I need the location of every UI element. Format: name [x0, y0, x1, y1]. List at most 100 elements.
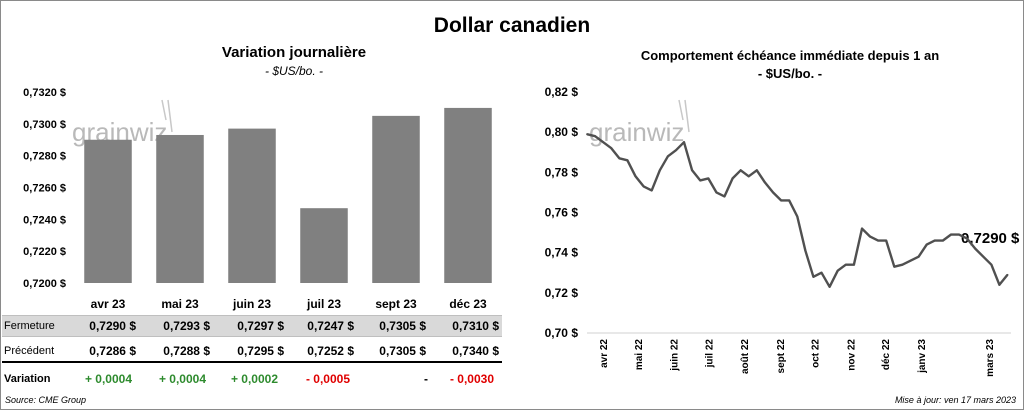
data-point	[950, 233, 952, 236]
bar	[84, 139, 132, 283]
data-point	[828, 285, 831, 288]
table-cell: 0,7310 $	[452, 319, 499, 333]
data-point	[804, 249, 807, 252]
y-tick-label: 0,7260 $	[23, 183, 66, 195]
x-tick-label: mars 23	[985, 339, 996, 377]
data-point	[869, 235, 871, 238]
line-chart-title: Comportement échéance immédiate depuis 1…	[640, 48, 940, 63]
x-tick-label: avr 23	[91, 297, 126, 311]
data-point	[836, 269, 839, 272]
table-cell: 0,7297 $	[237, 319, 284, 333]
data-point	[820, 271, 823, 274]
y-tick-label: 0,7280 $	[23, 151, 66, 163]
data-point	[731, 177, 734, 180]
data-point	[618, 157, 621, 160]
y-tick-label: 0,74 $	[545, 246, 579, 260]
x-tick-label: déc 22	[881, 339, 892, 371]
table-cell: + 0,0004	[158, 372, 206, 386]
table-cell: 0,7293 $	[163, 319, 210, 333]
row-label-variation: Variation	[4, 373, 51, 385]
data-point	[877, 239, 880, 242]
data-point	[852, 263, 855, 266]
line-chart-last-value: 0,7290 $	[961, 230, 1020, 247]
bar	[444, 107, 492, 284]
y-tick-label: 0,7240 $	[23, 214, 66, 226]
data-point	[666, 155, 669, 158]
x-tick-label: déc 23	[449, 297, 487, 311]
bar-chart-title: Variation journalière	[221, 44, 367, 61]
data-point	[634, 175, 637, 178]
data-point	[642, 185, 645, 188]
data-point	[723, 195, 726, 198]
y-tick-label: 0,78 $	[545, 165, 579, 179]
data-point	[941, 239, 944, 242]
line-chart-subtitle: - $US/bo. -	[757, 66, 823, 81]
data-point	[699, 179, 702, 182]
x-tick-label: sept 22	[776, 339, 787, 374]
table-cell: -	[424, 372, 428, 386]
table-cell: 0,7290 $	[89, 319, 136, 333]
bar-chart-watermark-mark	[161, 99, 173, 133]
table-row-fermeture: Fermeture 0,7290 $ 0,7293 $ 0,7297 $ 0,7…	[2, 315, 502, 337]
data-point	[990, 263, 993, 266]
line-chart: grainwiz 0,7290 $ 0,70 $0,72 $0,74 $0,76…	[545, 85, 1020, 377]
data-point	[893, 265, 896, 268]
data-point	[796, 215, 799, 218]
table-cell: 0,7247 $	[307, 319, 354, 333]
table-cell: 0,7340 $	[452, 344, 499, 358]
x-tick-label: mai 22	[634, 339, 645, 371]
data-point	[755, 169, 758, 172]
data-point	[925, 243, 928, 246]
source-note: Source: CME Group	[5, 395, 87, 405]
bar-chart: grainwiz 0,7200 $0,7220 $0,7240 $0,7260 …	[23, 87, 492, 311]
data-point	[610, 147, 613, 150]
data-point	[788, 199, 791, 202]
data-point	[901, 263, 904, 266]
x-tick-label: janv 23	[917, 339, 928, 374]
bar	[300, 208, 348, 283]
data-point	[998, 283, 1001, 286]
data-point	[691, 169, 694, 172]
data-point	[586, 133, 588, 136]
row-label-precedent: Précédent	[4, 345, 55, 357]
y-tick-label: 0,7300 $	[23, 119, 66, 131]
price-series-line	[586, 133, 1009, 288]
y-tick-label: 0,72 $	[545, 286, 579, 300]
data-point	[909, 259, 912, 262]
line-chart-watermark-mark	[678, 99, 690, 133]
data-point	[780, 199, 782, 202]
data-point	[683, 141, 685, 144]
table-cell: + 0,0002	[230, 372, 278, 386]
table-cell: - 0,0005	[305, 372, 350, 386]
data-point	[974, 247, 977, 250]
y-tick-label: 0,7220 $	[23, 246, 66, 258]
data-point	[958, 233, 960, 236]
data-point	[917, 255, 920, 258]
data-point	[966, 237, 968, 240]
y-tick-label: 0,82 $	[545, 85, 579, 99]
data-point	[602, 141, 605, 144]
y-tick-label: 0,70 $	[545, 326, 579, 340]
bar	[372, 115, 420, 283]
x-tick-label: juil 22	[704, 339, 715, 369]
data-point	[594, 135, 596, 138]
table-cell: 0,7252 $	[307, 344, 354, 358]
table-cell: 0,7305 $	[379, 319, 426, 333]
data-point	[747, 175, 750, 178]
data-point	[885, 239, 888, 242]
table-cell: + 0,0004	[84, 372, 132, 386]
table-cell: 0,7286 $	[89, 344, 136, 358]
y-tick-label: 0,80 $	[545, 125, 579, 139]
data-point	[764, 181, 766, 184]
x-tick-label: juin 23	[232, 297, 271, 311]
bar-chart-subtitle: - $US/bo. -	[264, 64, 324, 78]
data-point	[626, 159, 629, 162]
data-point	[650, 189, 653, 192]
x-tick-label: oct 22	[811, 339, 822, 368]
x-tick-label: avr 22	[599, 339, 610, 368]
row-label-fermeture: Fermeture	[4, 320, 55, 332]
data-point	[658, 169, 661, 172]
data-point	[772, 191, 774, 194]
x-tick-label: mai 23	[161, 297, 199, 311]
